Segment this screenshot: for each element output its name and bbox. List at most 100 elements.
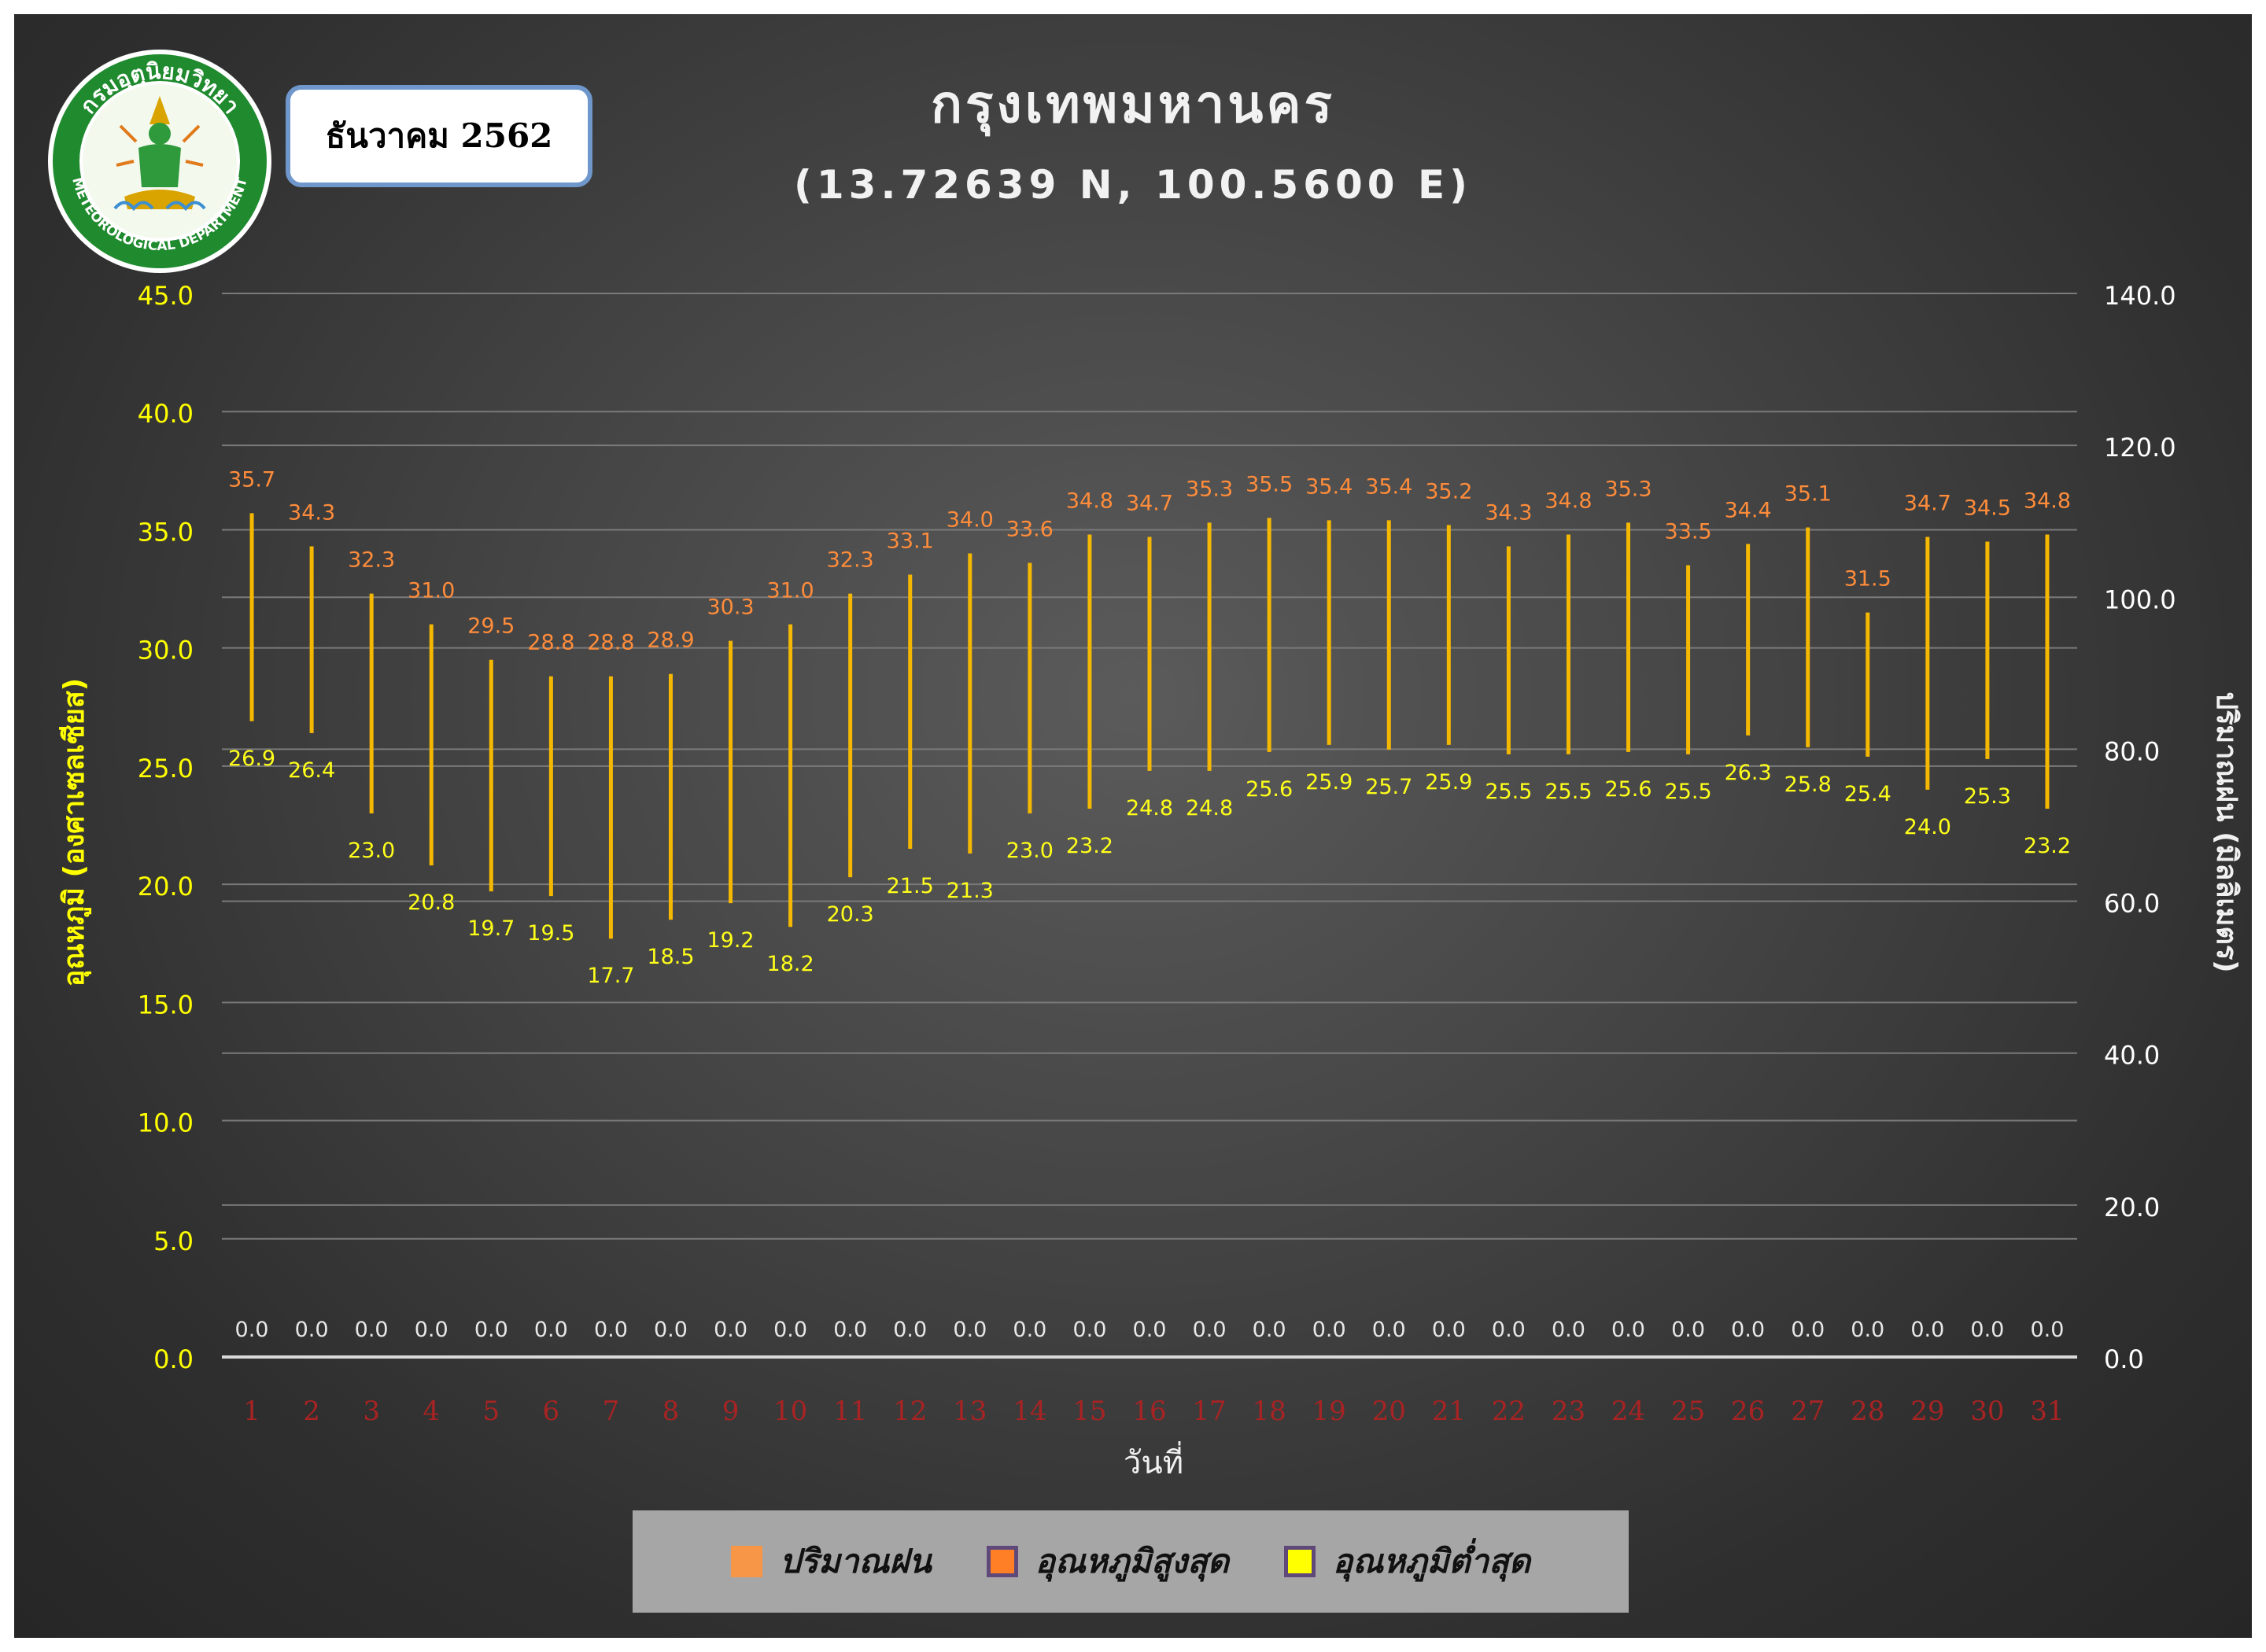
legend: ปริมาณฝน อุณหภูมิสูงสุด อุณหภูมิต่ำสุด [633,1510,1629,1613]
y-left-tick-label: 30.0 [138,636,194,666]
rain-label: 0.0 [654,1318,688,1342]
rain-label: 0.0 [1791,1318,1825,1342]
min-temp-label: 18.2 [767,952,814,976]
axes: 0.05.010.015.020.025.030.035.040.045.00.… [138,281,2176,1427]
y-right-tick-label: 40.0 [2104,1041,2160,1071]
y-left-tick-label: 5.0 [153,1226,194,1256]
x-tick-label: 5 [482,1396,500,1427]
x-tick-label: 23 [1552,1396,1585,1427]
min-temp-label: 18.5 [647,945,694,969]
max-temp-label: 35.1 [1784,481,1832,506]
min-temp-label: 23.2 [1066,834,1113,858]
max-temp-label: 32.3 [827,548,874,573]
y-right-tick-label: 140.0 [2104,281,2176,311]
legend-item: อุณหภูมิต่ำสุด [1284,1536,1530,1587]
x-tick-label: 29 [1910,1396,1944,1427]
min-temp-label: 20.8 [408,891,455,915]
max-temp-label: 33.1 [887,529,934,554]
x-tick-label: 3 [363,1396,380,1427]
x-tick-label: 26 [1731,1396,1765,1427]
y-left-tick-label: 35.0 [138,517,194,547]
x-tick-label: 20 [1372,1396,1406,1427]
y-left-tick-label: 20.0 [138,872,194,902]
x-axis-label: วันที่ [1124,1441,1183,1481]
y-left-tick-label: 45.0 [138,281,194,311]
max-temp-label: 35.3 [1186,477,1233,501]
max-temp-label: 31.0 [767,579,814,603]
min-temp-label: 25.4 [1844,782,1891,806]
max-temp-label: 30.3 [707,596,754,620]
legend-item: อุณหภูมิสูงสุด [986,1536,1230,1587]
x-tick-label: 8 [662,1396,680,1427]
x-tick-label: 14 [1013,1396,1046,1427]
deity-emblem-icon [113,96,206,212]
max-temp-label: 28.8 [587,631,634,655]
min-temp-label: 19.2 [707,928,754,953]
min-temp-label: 21.5 [887,874,934,898]
min-temp-label: 25.3 [1964,784,2011,809]
rain-label: 0.0 [1492,1318,1526,1342]
x-tick-label: 31 [2030,1396,2064,1427]
max-temp-label: 28.8 [527,631,574,655]
min-temp-label: 25.5 [1665,780,1712,804]
x-tick-label: 19 [1312,1396,1346,1427]
max-temp-label: 29.5 [467,614,515,639]
y-right-tick-label: 120.0 [2104,433,2176,463]
rain-label: 0.0 [1432,1318,1466,1342]
y-left-tick-label: 25.0 [138,754,194,784]
rain-label: 0.0 [355,1318,389,1342]
rain-label: 0.0 [1072,1318,1106,1342]
rain-label: 0.0 [594,1318,628,1342]
rain-label: 0.0 [1851,1318,1884,1342]
max-temp-label: 28.9 [647,629,694,653]
min-temp-label: 25.6 [1246,777,1293,802]
min-temp-label: 25.5 [1485,780,1532,804]
y-left-tick-label: 0.0 [153,1344,194,1374]
legend-item: ปริมาณฝน [730,1536,932,1587]
x-tick-label: 4 [423,1396,440,1427]
rain-label: 0.0 [295,1318,329,1342]
y-right-tick-label: 80.0 [2104,736,2160,766]
min-temp-label: 25.5 [1544,780,1592,804]
max-temp-label: 35.3 [1604,477,1652,501]
max-temp-label: 34.8 [1066,489,1113,513]
min-temp-label: 24.8 [1186,796,1233,820]
rain-label: 0.0 [1193,1318,1227,1342]
min-temp-label: 20.3 [827,902,874,927]
x-tick-label: 25 [1671,1396,1705,1427]
min-temp-label: 23.0 [1006,839,1054,863]
x-tick-label: 28 [1851,1396,1884,1427]
rain-label: 0.0 [773,1318,807,1342]
max-temp-label: 33.5 [1665,520,1712,544]
min-temp-label: 23.0 [348,839,395,863]
max-temp-label: 34.7 [1904,491,1951,515]
min-temp-label: 25.7 [1365,775,1412,799]
temperature-range-marks [249,513,2050,939]
rain-label: 0.0 [534,1318,568,1342]
x-tick-label: 30 [1970,1396,2004,1427]
rain-label: 0.0 [1312,1318,1346,1342]
rain-label: 0.0 [1611,1318,1645,1342]
rain-label: 0.0 [415,1318,448,1342]
data-labels: 35.7 26.9 0.0 34.3 26.4 0.0 32.3 23.0 0.0 31.0 20.… [228,467,2071,1342]
y-axis-left-label: อุณหภูมิ (องศาเซลเซียส) [58,678,92,987]
y-left-tick-label: 15.0 [138,990,194,1020]
rain-label: 0.0 [235,1318,269,1342]
max-temp-label: 34.3 [1485,500,1532,525]
max-temp-label: 32.3 [348,548,395,573]
min-temp-label: 19.7 [467,916,515,941]
legend-label: อุณหภูมิสูงสุด [1035,1542,1230,1580]
y-right-tick-label: 60.0 [2104,889,2160,919]
rain-label: 0.0 [953,1318,987,1342]
rain-label: 0.0 [2030,1318,2064,1342]
x-tick-label: 24 [1611,1396,1645,1427]
y-left-tick-label: 10.0 [138,1108,194,1138]
rain-label: 0.0 [833,1318,867,1342]
date-label: ธันวาคม 2562 [286,85,592,187]
x-tick-label: 21 [1432,1396,1466,1427]
x-tick-label: 22 [1492,1396,1526,1427]
legend-swatch [1284,1546,1316,1577]
rain-label: 0.0 [1372,1318,1406,1342]
min-temp-label: 24.0 [1904,815,1951,839]
legend-swatch [730,1546,762,1577]
